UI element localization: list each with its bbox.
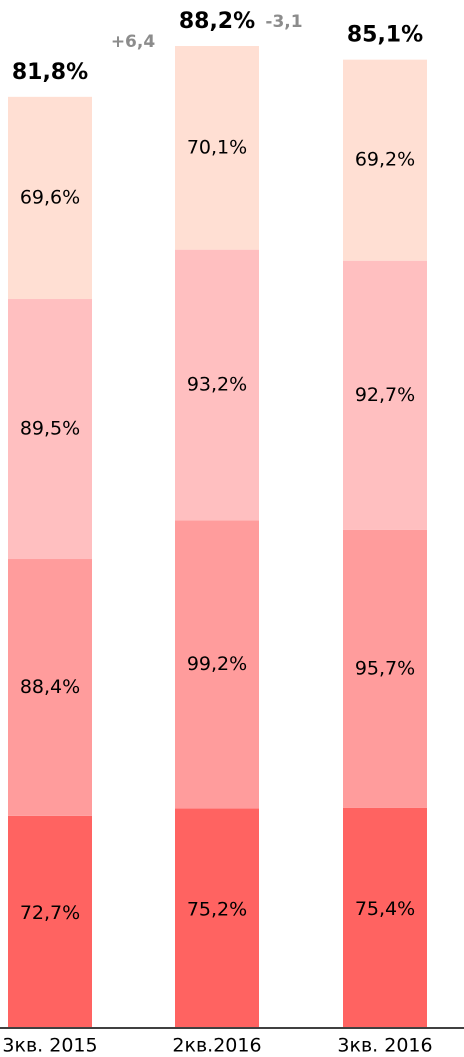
bar-segment [175,249,259,521]
value-label: 75,2% [187,898,247,920]
bar-segment [8,815,92,1027]
bar-segment [8,299,92,560]
value-label: 88,4% [20,676,80,698]
bar-segment [8,96,92,300]
change-label: +6,4 [111,32,156,52]
bar-segment [343,807,427,1027]
bar-segment [175,520,259,809]
change-label: -3,1 [265,12,302,32]
total-label: 85,1% [347,23,423,48]
bar-segment [343,59,427,261]
value-label: 72,7% [20,902,80,924]
value-label: 69,2% [355,149,415,171]
value-label: 95,7% [355,657,415,679]
bar-segment [343,529,427,808]
value-label: 89,5% [20,418,80,440]
total-label: 88,2% [179,9,255,34]
value-label: 75,4% [355,898,415,920]
bar-segment [343,260,427,530]
value-label: 69,6% [20,186,80,208]
bar-segment [175,46,259,250]
value-label: 70,1% [187,136,247,158]
value-label: 92,7% [355,384,415,406]
bar-segment [8,559,92,816]
value-label: 99,2% [187,653,247,675]
x-tick-label: 3кв. 2016 [337,1035,432,1057]
x-tick-label: 2кв.2016 [172,1035,261,1057]
x-tick-label: 3кв. 2015 [2,1035,97,1057]
total-label: 81,8% [12,60,88,85]
bar-segment [175,808,259,1027]
value-label: 93,2% [187,374,247,396]
